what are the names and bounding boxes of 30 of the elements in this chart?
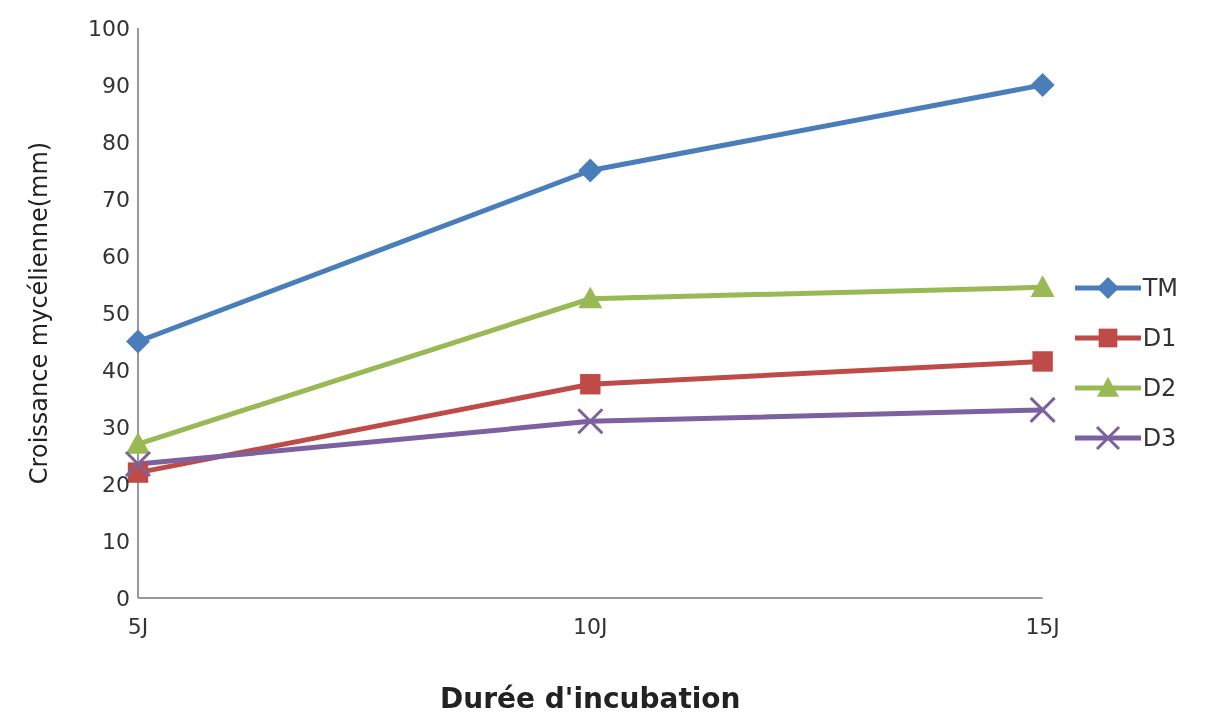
legend-label: D1 [1142,324,1177,352]
legend-label: D2 [1142,374,1177,402]
y-tick-label: 0 [116,585,130,611]
x-tick-label: 10J [573,613,608,639]
y-tick-label: 60 [102,243,130,269]
y-tick-label: 80 [102,129,130,155]
x-tick-label: 15J [1025,613,1060,639]
point [1032,351,1053,372]
legend-label: D3 [1142,424,1177,452]
y-tick-label: 50 [102,300,130,326]
point [124,450,152,478]
point [578,158,603,183]
y-tick-label: 40 [102,357,130,383]
point [578,286,603,309]
legend-label: TM [1142,274,1178,302]
point [576,407,604,435]
x-tick-label: 5J [127,613,149,639]
point [1029,396,1057,424]
y-tick-label: 10 [102,528,130,554]
y-tick-label: 20 [102,471,130,497]
point [580,374,601,395]
point [1030,275,1055,297]
y-axis-title: Croissance mycélienne(mm) [24,141,53,485]
y-tick-label: 30 [102,414,130,440]
point [126,329,150,354]
y-tick-label: 70 [102,186,130,212]
y-tick-label: 100 [88,15,130,41]
y-tick-label: 90 [102,72,130,98]
x-axis-title: Durée d'incubation [440,682,741,715]
point [1030,73,1055,97]
